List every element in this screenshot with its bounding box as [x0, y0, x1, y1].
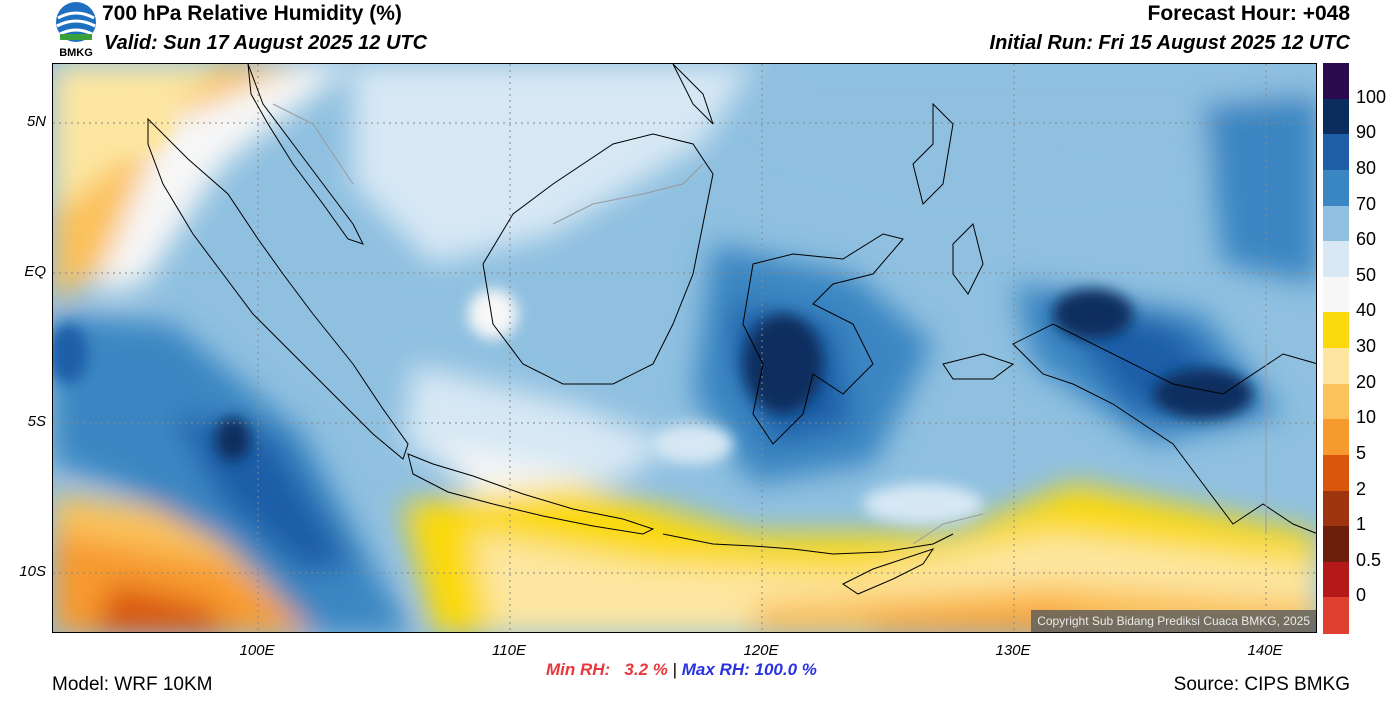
colorbar-segment — [1323, 169, 1349, 206]
map-canvas — [53, 64, 1316, 632]
coastlines — [147, 64, 1316, 595]
colorbar-label: 100 — [1356, 86, 1387, 107]
lat-label-5n: 5N — [26, 113, 46, 130]
colorbar-label: 10 — [1356, 407, 1377, 428]
lat-label-5s: 5S — [27, 413, 46, 430]
source-label: Source: CIPS BMKG — [1173, 674, 1350, 695]
colorbar-label: 90 — [1356, 122, 1377, 143]
lon-label-110e: 110E — [492, 642, 526, 659]
colorbar-label: 1 — [1356, 514, 1367, 535]
min-rh-value: 3.2 % — [624, 660, 668, 679]
colorbar-label: 60 — [1356, 229, 1377, 250]
stats-separator: | — [672, 660, 678, 679]
colorbar-segment — [1323, 276, 1349, 313]
colorbar-segment — [1323, 526, 1349, 563]
map-title: 700 hPa Relative Humidity (%) — [102, 2, 402, 25]
copyright-notice: Copyright Sub Bidang Prediksi Cuaca BMKG… — [1031, 610, 1316, 632]
colorbar-segment — [1323, 348, 1349, 385]
colorbar-segment — [1323, 454, 1349, 491]
valid-time: Valid: Sun 17 August 2025 12 UTC — [104, 32, 428, 54]
colorbar-segment — [1323, 561, 1349, 598]
colorbar — [1323, 63, 1349, 634]
colorbar-label: 50 — [1356, 264, 1377, 285]
humidity-map: Copyright Sub Bidang Prediksi Cuaca BMKG… — [52, 63, 1317, 633]
rh-field-detail — [53, 94, 1253, 524]
colorbar-label: 40 — [1356, 300, 1377, 321]
rh-stats: Min RH: 3.2 % | Max RH: 100.0 % — [546, 660, 817, 680]
bmkg-logo — [52, 0, 100, 60]
colorbar-segment — [1323, 490, 1349, 527]
colorbar-label: 2 — [1356, 478, 1367, 499]
lon-label-130e: 130E — [995, 642, 1031, 659]
colorbar-segment — [1323, 419, 1349, 456]
colorbar-segment — [1323, 205, 1349, 242]
colorbar-segment — [1323, 312, 1349, 349]
colorbar-label: 0.5 — [1356, 549, 1382, 570]
colorbar-label: 5 — [1356, 442, 1367, 463]
colorbar-segment — [1323, 134, 1349, 171]
logo-text: BMKG — [59, 47, 93, 59]
lon-label-140e: 140E — [1247, 642, 1283, 659]
min-rh-label: Min RH: — [546, 660, 611, 679]
borders — [272, 103, 1267, 545]
forecast-hour: Forecast Hour: +048 — [1147, 2, 1351, 25]
colorbar-segment — [1323, 63, 1349, 100]
colorbar-segment — [1323, 383, 1349, 420]
max-rh-label: Max RH: — [681, 660, 750, 679]
colorbar-segment — [1323, 98, 1349, 135]
colorbar-label: 20 — [1356, 371, 1377, 392]
colorbar-label: 0 — [1356, 585, 1367, 606]
colorbar-label: 70 — [1356, 193, 1377, 214]
lat-label-eq: EQ — [24, 263, 46, 280]
max-rh-value: 100.0 % — [754, 660, 817, 679]
colorbar-segment — [1323, 597, 1349, 634]
graticule — [53, 64, 1316, 632]
lat-label-10s: 10S — [19, 563, 46, 580]
colorbar-segment — [1323, 241, 1349, 278]
lon-label-120e: 120E — [743, 642, 779, 659]
colorbar-label: 30 — [1356, 336, 1377, 356]
initial-run: Initial Run: Fri 15 August 2025 12 UTC — [989, 32, 1350, 54]
colorbar-label: 80 — [1356, 157, 1377, 178]
lon-label-100e: 100E — [239, 642, 275, 659]
model-label: Model: WRF 10KM — [52, 674, 213, 695]
